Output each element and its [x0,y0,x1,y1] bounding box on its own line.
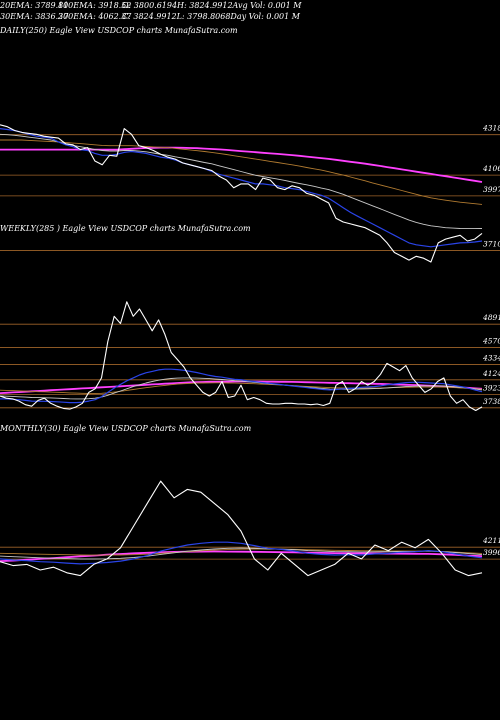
header-stat-2-2: 200EMA: 4062.37 [58,12,132,21]
weekly-panel-label: WEEKLY(285 ) Eagle View USDCOP charts Mu… [0,224,251,233]
y-tick-label-2-0: 4211 [482,536,500,545]
monthly-panel-label: MONTHLY(30) Eagle View USDCOP charts Mun… [0,424,252,433]
y-tick-label-0-3: 3710 [483,240,500,249]
y-tick-label-1-5: 3738 [483,397,500,406]
series-price-line-1 [0,301,483,412]
y-tick-label-2-1: 3996 [483,548,500,557]
series-ema-slow-line-0 [0,139,483,205]
daily-panel-label: DAILY(250) Eagle View USDCOP charts Muna… [0,26,238,35]
series-ema-mid-line-2 [0,547,483,560]
y-tick-label-1-0: 4891 [482,313,500,322]
y-tick-label-1-1: 4570 [482,336,500,345]
y-tick-label-0-0: 4318 [482,124,500,133]
series-ema-slow-line-2 [0,548,483,556]
header-stat-1-3: O: 3800.6194H: 3824.9912Avg Vol: 0.001 M [122,1,302,10]
y-tick-label-0-1: 4106 [482,164,500,173]
y-tick-label-0-2: 3997 [483,185,500,194]
header-stat-2-3: C: 3824.9912L: 3798.8068Day Vol: 0.001 M [122,12,300,21]
series-ema-slow-line-1 [0,382,483,394]
series-price-line-0 [0,124,483,263]
series-ema-mid-line-0 [0,133,483,230]
header-stat-1-1: 20EMA: 3789.81 [0,1,69,10]
series-ema-fast-line-1 [0,368,483,404]
header-stat-1-2: 100EMA: 3918.52 [58,1,132,10]
series-ema-mid-line-1 [0,377,483,400]
series-ema-long-line-2 [0,550,483,562]
series-price-line-2 [0,480,483,577]
series-ema-long-line-0 [0,146,483,183]
series-ema-fast-line-2 [0,541,483,565]
header-stat-2-1: 30EMA: 3836.37 [0,12,69,21]
y-tick-label-1-3: 4124 [482,369,500,378]
